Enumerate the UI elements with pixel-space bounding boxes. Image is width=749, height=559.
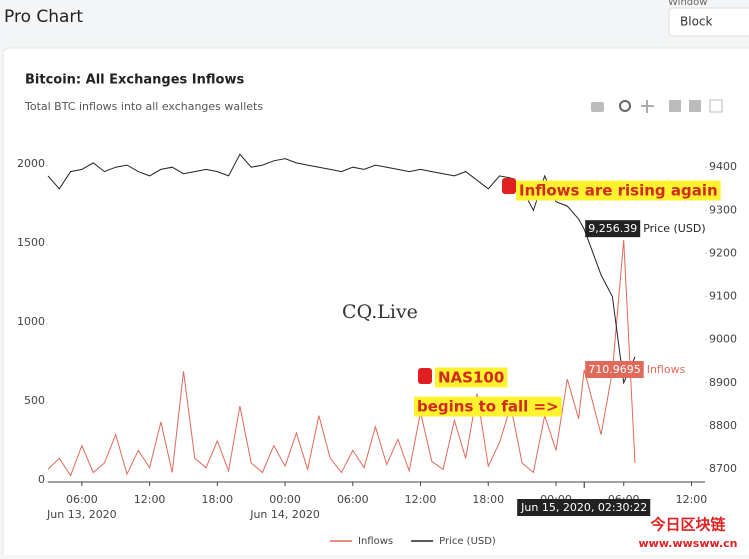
x-date-label: Jun 13, 2020 (46, 508, 117, 521)
x-tick-label: 12:00 (676, 493, 708, 506)
hover-x-label-box (517, 499, 651, 516)
legend-label: Inflows (358, 536, 393, 547)
legend-label: Price (USD) (439, 536, 496, 547)
page-title: Pro Chart (4, 7, 83, 27)
y2-tick-label: 8800 (709, 419, 737, 432)
x-tick-label: 18:00 (201, 493, 233, 506)
annotation-box (516, 180, 721, 201)
hover-inflow: 710.9695 (588, 363, 641, 376)
hover-x-label: Jun 15, 2020, 02:30:22 (520, 501, 647, 514)
y-tick-label: 500 (24, 394, 45, 407)
y2-tick-label: 9300 (709, 203, 737, 216)
zoom-in-icon[interactable] (669, 100, 681, 112)
y-tick-label: 1000 (17, 315, 45, 328)
chart-subtitle: Total BTC inflows into all exchanges wal… (24, 100, 263, 113)
hover-inflow-box (585, 361, 644, 378)
annotation-box (435, 367, 508, 388)
watermark: 今日区块链 (649, 516, 726, 534)
x-tick-label: 00:00 (269, 493, 301, 506)
y-tick-label: 0 (38, 473, 45, 486)
x-date-label: Jun 14, 2020 (249, 508, 320, 521)
emoji-icon (418, 368, 432, 384)
y-tick-label: 2000 (17, 157, 45, 170)
pan-icon[interactable] (641, 100, 654, 113)
chart-title: Bitcoin: All Exchanges Inflows (25, 73, 244, 88)
y2-tick-label: 9000 (709, 333, 737, 346)
toolbar (591, 99, 723, 113)
y-tick-label: 1500 (17, 236, 45, 249)
y2-tick-label: 9200 (709, 246, 737, 259)
hover-price-box (585, 220, 641, 238)
zoom-out-icon[interactable] (689, 100, 701, 112)
emoji-icon (502, 178, 516, 194)
hover-inflow-name: Inflows (647, 363, 686, 376)
camera-icon[interactable] (591, 102, 604, 112)
watermark: www.wwsww.cn (639, 537, 738, 550)
reset-icon[interactable] (709, 99, 723, 113)
window-value[interactable]: Block (680, 15, 713, 29)
window-select[interactable] (668, 7, 749, 37)
y2-tick-label: 9100 (709, 290, 737, 303)
card (2, 47, 749, 559)
annotation: NAS100 (438, 369, 504, 387)
y2-tick-label: 8900 (709, 376, 737, 389)
x-tick-label: 06:00 (66, 493, 98, 506)
x-tick-label: 06:00 (337, 493, 369, 506)
series-line (47, 240, 636, 477)
annotation: begins to fall => (417, 398, 559, 416)
x-tick-label: 12:00 (134, 493, 166, 506)
annotation-box (414, 396, 562, 417)
zoom-icon[interactable] (619, 100, 631, 112)
x-tick-label: 12:00 (405, 493, 437, 506)
hover-price-name: Price (USD) (643, 222, 705, 235)
hover-price: 9,256.39 (588, 222, 637, 235)
window-label: Window (668, 0, 707, 8)
annotation: Inflows are rising again (519, 182, 718, 200)
y2-tick-label: 9400 (709, 160, 737, 173)
y2-tick-label: 8700 (709, 462, 737, 475)
watermark: CQ.Live (342, 301, 418, 323)
x-tick-label: 18:00 (472, 493, 504, 506)
